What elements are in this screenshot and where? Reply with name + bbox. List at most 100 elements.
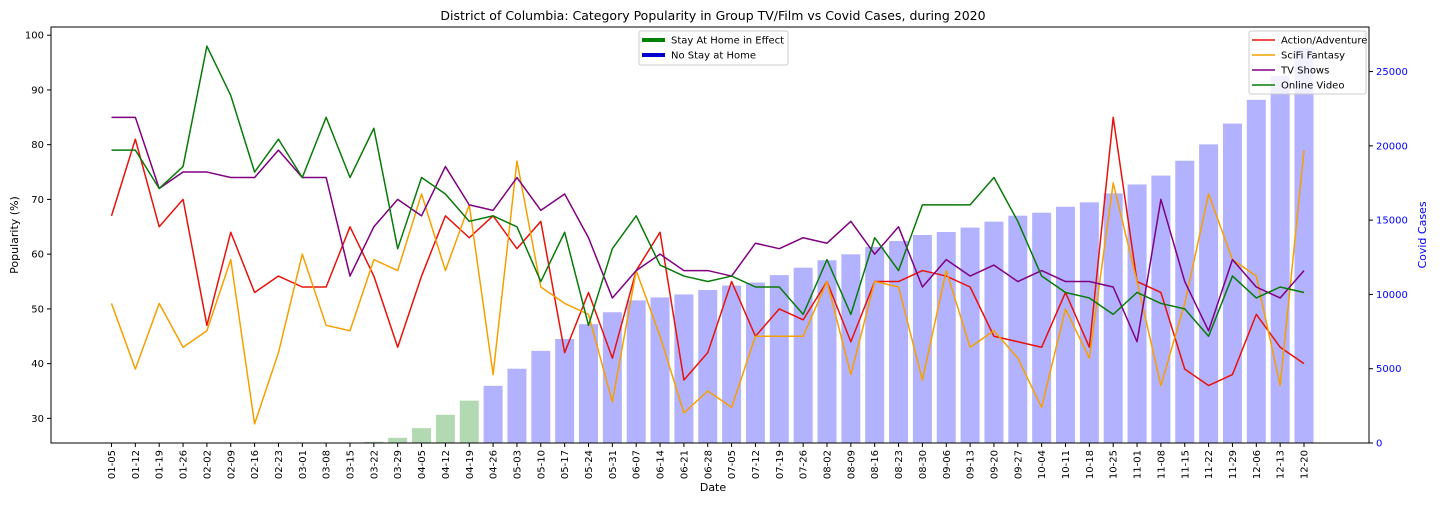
x-tick-label: 03-08 <box>322 450 333 479</box>
covid-bar-11-08 <box>1151 175 1171 444</box>
covid-bar-07-19 <box>769 275 789 443</box>
legend-label: TV Shows <box>1280 66 1329 77</box>
series-line-tv-shows <box>111 116 1305 343</box>
y-tick-label: 30 <box>31 414 44 425</box>
y-axis-right: 0 5000 10000 15000 20000 25000 <box>1369 67 1408 450</box>
x-tick-label: 05-03 <box>512 450 523 479</box>
x-tick-label: 05-31 <box>608 450 619 479</box>
series-line-online-video <box>111 45 1305 338</box>
x-tick-label: 02-02 <box>202 450 213 479</box>
legend-label: Action/Adventure <box>1281 36 1367 47</box>
x-tick-label: 08-23 <box>894 450 905 479</box>
chart-title: District of Columbia: Category Popularit… <box>440 8 985 23</box>
x-tick-label: 06-21 <box>679 450 690 479</box>
x-tick-label: 12-13 <box>1276 450 1287 479</box>
x-tick-label: 04-05 <box>417 450 428 479</box>
y2-tick-label: 25000 <box>1376 67 1408 78</box>
x-tick-label: 01-12 <box>131 450 142 479</box>
y-tick-label: 40 <box>31 359 44 370</box>
covid-bar-04-19 <box>459 400 479 443</box>
covid-bar-10-04 <box>1032 212 1052 443</box>
series-line-action-adventure <box>110 116 1305 387</box>
x-tick-label: 11-01 <box>1133 450 1144 479</box>
covid-bar-04-26 <box>483 385 503 443</box>
x-tick-label: 02-16 <box>250 450 261 479</box>
covid-bar-08-30 <box>912 235 932 443</box>
covid-bar-07-12 <box>745 282 765 443</box>
y-axis-left: 30 40 50 60 70 80 90 100 <box>25 31 51 425</box>
x-tick-label: 01-19 <box>155 450 166 479</box>
legend-label: SciFi Fantasy <box>1281 51 1345 62</box>
x-tick-label: 01-26 <box>179 450 190 479</box>
covid-bar-06-28 <box>698 289 718 443</box>
x-axis-title: Date <box>700 481 727 494</box>
covid-bar-03-22 <box>364 441 384 443</box>
x-tick-label: 07-19 <box>775 450 786 479</box>
x-tick-label: 04-19 <box>465 450 476 479</box>
x-tick-label: 10-25 <box>1109 450 1120 479</box>
x-tick-label: 05-10 <box>536 450 547 479</box>
covid-bar-11-22 <box>1199 144 1219 443</box>
y-tick-label: 80 <box>31 140 44 151</box>
x-tick-label: 04-12 <box>441 450 452 479</box>
covid-bar-12-06 <box>1246 99 1266 444</box>
covid-bar-09-13 <box>960 227 980 443</box>
y-tick-label: 100 <box>25 31 44 42</box>
x-tick-label: 02-23 <box>274 450 285 479</box>
x-tick-label: 03-01 <box>298 450 309 479</box>
x-tick-label: 01-05 <box>107 450 118 479</box>
x-tick-label: 06-07 <box>632 450 643 479</box>
x-tick-label: 08-02 <box>823 450 834 479</box>
lines-layer <box>110 45 1305 425</box>
y2-tick-label: 20000 <box>1376 141 1408 152</box>
y-axis-title: Popularity (%) <box>8 196 21 274</box>
x-tick-label: 11-08 <box>1156 450 1167 479</box>
x-tick-label: 09-13 <box>966 450 977 479</box>
covid-bar-09-27 <box>1008 215 1028 443</box>
x-tick-label: 04-26 <box>489 450 500 479</box>
x-tick-label: 09-20 <box>989 450 1000 479</box>
x-tick-label: 07-05 <box>727 450 738 479</box>
legend-label: No Stay at Home <box>671 51 756 62</box>
x-tick-label: 09-27 <box>1013 450 1024 479</box>
x-tick-label: 07-12 <box>751 450 762 479</box>
x-tick-label: 02-09 <box>226 450 237 479</box>
x-tick-label: 10-11 <box>1061 450 1072 479</box>
x-tick-label: 10-18 <box>1085 450 1096 479</box>
covid-bar-07-05 <box>722 285 742 443</box>
x-tick-label: 05-17 <box>560 450 571 479</box>
y-tick-label: 50 <box>31 304 44 315</box>
covid-bar-05-03 <box>507 368 527 443</box>
covid-bar-12-20 <box>1294 47 1314 444</box>
covid-bar-04-12 <box>435 414 455 443</box>
covid-bar-10-25 <box>1103 193 1123 443</box>
x-tick-label: 09-06 <box>942 450 953 479</box>
x-tick-label: 10-04 <box>1037 450 1048 479</box>
x-tick-label: 06-28 <box>703 450 714 479</box>
x-tick-label: 12-20 <box>1300 450 1311 479</box>
y-tick-label: 90 <box>31 85 44 96</box>
covid-bar-06-14 <box>650 297 670 443</box>
covid-bar-09-20 <box>984 221 1004 443</box>
x-tick-label: 08-09 <box>846 450 857 479</box>
x-tick-label: 03-22 <box>369 450 380 479</box>
legend-series: Action/Adventure SciFi Fantasy TV Shows Onl… <box>1248 30 1367 95</box>
covid-bar-05-10 <box>531 350 551 443</box>
legend-stay-home-frame <box>638 30 789 66</box>
covid-bar-10-11 <box>1056 206 1075 443</box>
y2-axis-title: Covid Cases <box>1416 201 1429 268</box>
covid-bar-10-18 <box>1079 202 1099 443</box>
covid-bar-11-29 <box>1222 123 1242 444</box>
covid-bar-07-26 <box>793 267 813 443</box>
y2-tick-label: 5000 <box>1376 364 1401 375</box>
y-tick-label: 60 <box>31 250 44 261</box>
covid-bar-04-05 <box>412 428 432 443</box>
y2-tick-label: 10000 <box>1376 290 1408 301</box>
legend-stay-home: Stay At Home in Effect No Stay at Home <box>638 30 789 66</box>
y-tick-label: 70 <box>31 195 44 206</box>
plot-frame <box>50 26 1370 444</box>
x-tick-label: 03-15 <box>346 450 357 479</box>
x-tick-label: 08-16 <box>870 450 881 479</box>
